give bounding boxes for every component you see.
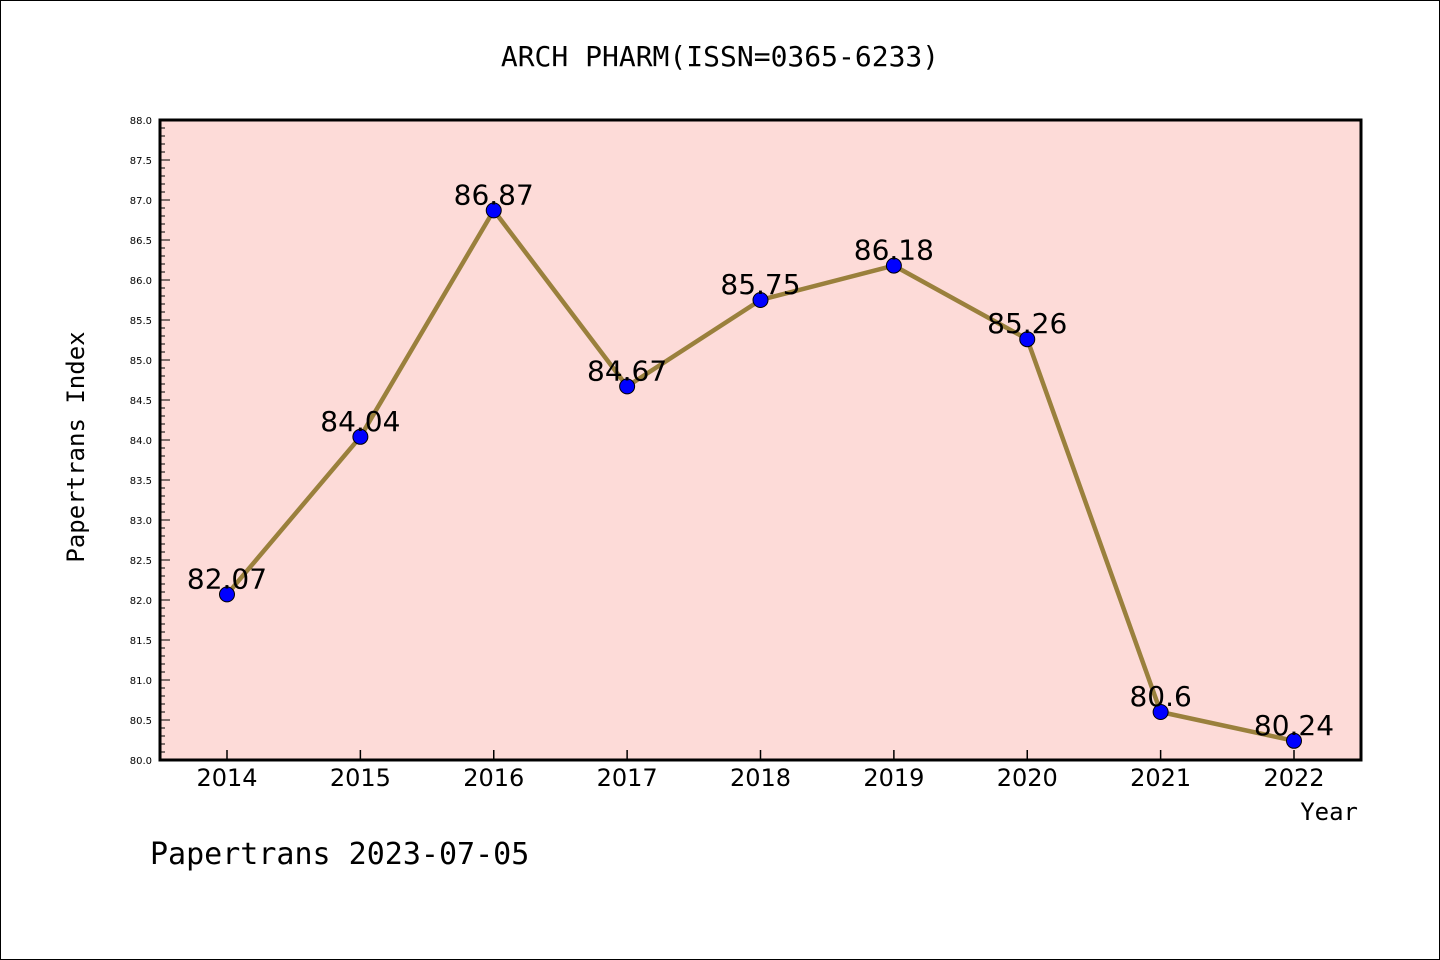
data-label: 86.18: [854, 234, 934, 267]
x-tick-label: 2016: [463, 764, 524, 792]
y-tick-label: 81.0: [130, 676, 152, 687]
y-tick-label: 82.0: [130, 596, 152, 607]
data-label: 84.67: [587, 354, 667, 387]
x-tick-label: 2017: [597, 764, 658, 792]
data-point: [752, 292, 769, 308]
footer-text: Papertrans 2023-07-05: [150, 837, 529, 872]
y-tick-label: 87.0: [130, 196, 152, 207]
y-tick-label: 81.5: [130, 636, 152, 647]
data-label: 80.24: [1254, 709, 1334, 742]
y-tick-label: 83.0: [130, 516, 152, 527]
data-point: [485, 202, 502, 219]
data-point: [1286, 732, 1302, 749]
data-point: [219, 586, 235, 603]
data-label: 85.26: [987, 307, 1067, 340]
chart-title: ARCH PHARM(ISSN=0365-6233): [501, 40, 939, 73]
data-label: 82.07: [187, 562, 267, 595]
x-axis: 2014 2015 2016 2017 2018 2019 2020 2021 2022: [196, 750, 1325, 792]
x-tick-label: 2022: [1263, 764, 1324, 792]
data-label: 86.87: [454, 178, 534, 211]
y-tick-label: 84.0: [130, 436, 152, 447]
x-tick-label: 2020: [997, 764, 1058, 792]
x-tick-label: 2015: [330, 764, 391, 792]
data-label: 80.6: [1129, 680, 1191, 713]
data-label: 85.75: [720, 268, 800, 301]
y-tick-label: 86.5: [130, 236, 152, 247]
data-point: [352, 428, 369, 445]
y-axis: 80.0 80.5 81.0 81.5 82.0 82.5 83.0 83.5 84.0 84.5…: [130, 116, 170, 767]
plot-area: [158, 118, 1363, 762]
y-tick-label: 82.5: [130, 556, 152, 567]
series: 82.07 84.04 86.87 84.67 85.75 86.18 85.26 80.6 8…: [187, 178, 1334, 749]
data-label: 84.04: [320, 405, 400, 438]
data-point: [885, 257, 902, 274]
y-tick-label: 86.0: [130, 276, 152, 287]
y-tick-label: 85.5: [130, 316, 152, 327]
y-tick-label: 87.5: [130, 156, 152, 167]
y-tick-label: 84.5: [130, 396, 152, 407]
x-tick-label: 2018: [730, 764, 791, 792]
x-axis-label: Year: [1300, 798, 1358, 826]
x-tick-label: 2021: [1130, 764, 1191, 792]
data-point: [619, 378, 636, 395]
data-point: [1019, 331, 1036, 348]
data-point: [1152, 704, 1169, 720]
y-tick-label: 80.5: [130, 716, 152, 727]
y-tick-label: 83.5: [130, 476, 152, 487]
y-tick-label: 88.0: [130, 116, 152, 127]
x-tick-label: 2019: [863, 764, 924, 792]
y-tick-label: 85.0: [130, 356, 152, 367]
y-tick-label: 80.0: [130, 756, 152, 767]
y-axis-label: Papertrans Index: [62, 331, 90, 562]
x-tick-label: 2014: [196, 764, 257, 792]
